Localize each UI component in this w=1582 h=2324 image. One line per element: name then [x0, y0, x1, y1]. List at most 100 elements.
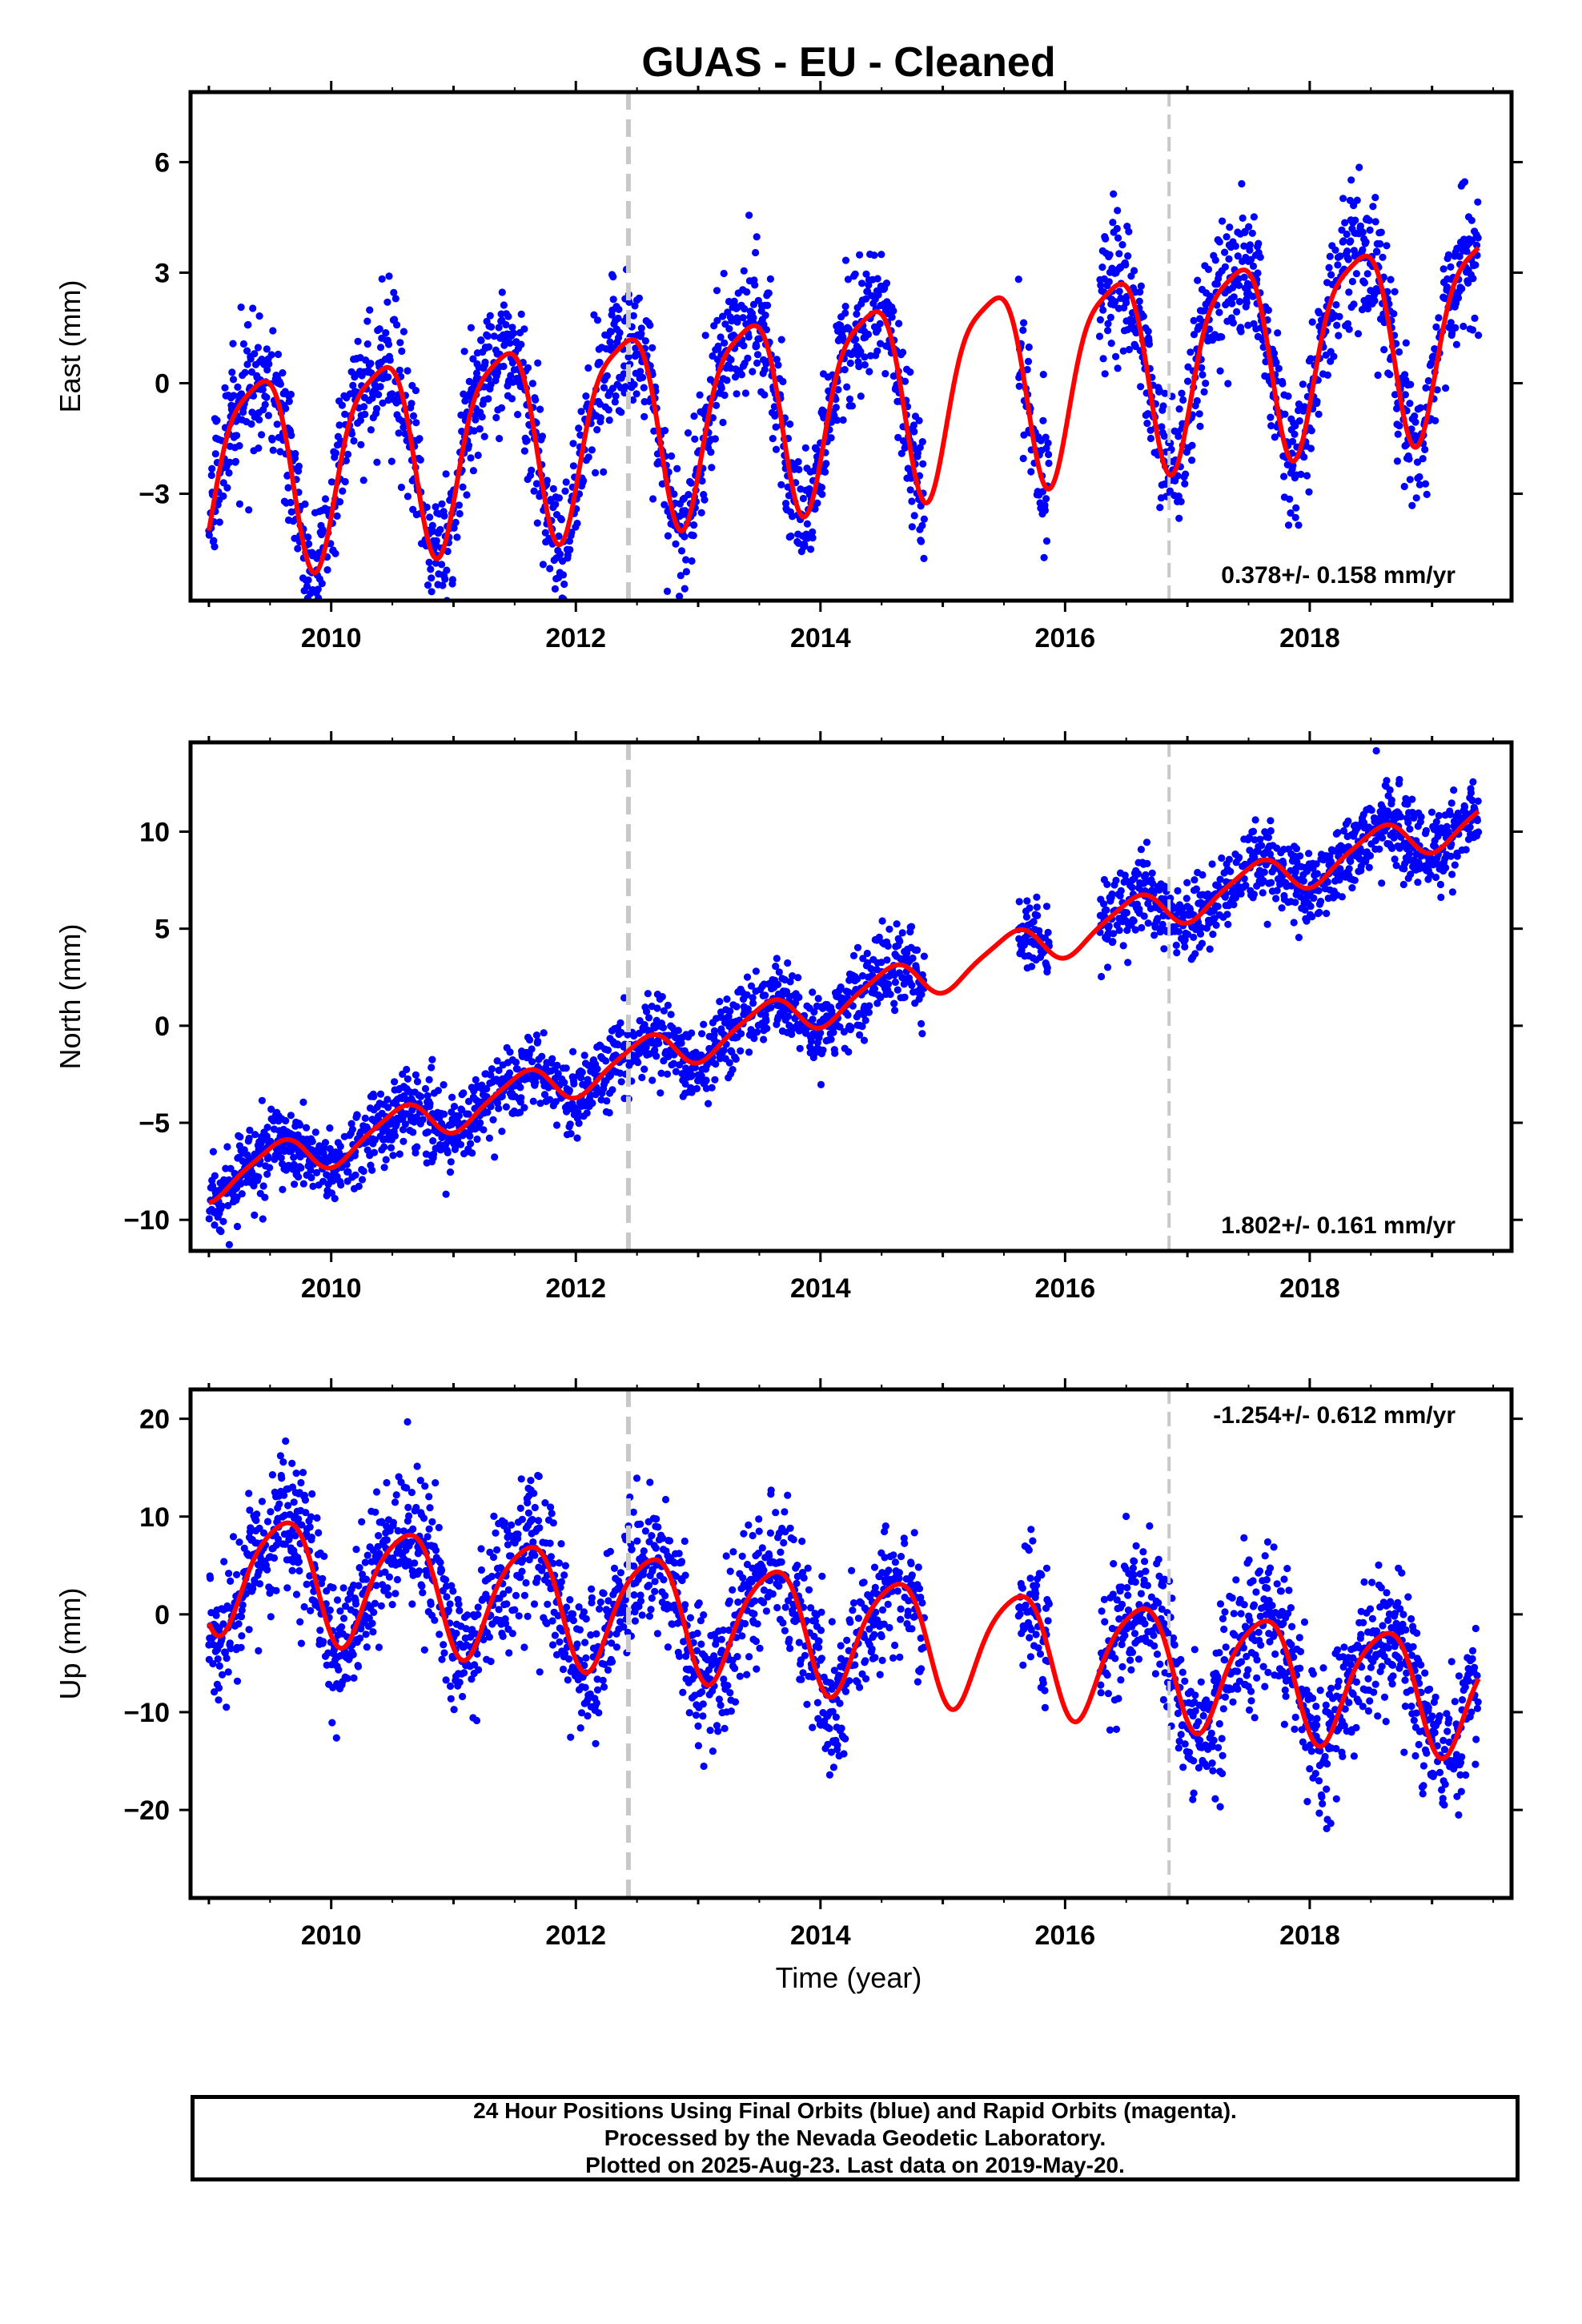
data-point: [1448, 888, 1456, 896]
data-point: [853, 943, 862, 951]
data-point: [861, 1016, 869, 1024]
data-point: [223, 1655, 231, 1663]
data-point: [1423, 490, 1431, 499]
data-point: [616, 328, 624, 337]
data-point: [1150, 931, 1158, 939]
data-point: [1399, 880, 1407, 889]
data-point: [1192, 885, 1200, 893]
data-point: [237, 390, 246, 398]
data-point: [341, 477, 349, 486]
data-point: [1208, 860, 1216, 868]
data-point: [819, 1046, 827, 1054]
data-point: [296, 1121, 304, 1129]
data-point: [1273, 887, 1281, 895]
data-point: [557, 516, 566, 524]
data-point: [874, 325, 882, 334]
data-point: [398, 347, 406, 356]
data-point: [590, 311, 598, 319]
data-point: [490, 332, 498, 340]
data-point: [918, 521, 926, 529]
data-point: [1365, 863, 1373, 871]
data-point: [741, 389, 750, 397]
data-point: [510, 329, 518, 337]
data-point: [856, 251, 864, 259]
data-point: [583, 1109, 591, 1117]
data-point: [1198, 939, 1207, 947]
data-point: [229, 340, 237, 348]
data-point: [225, 1570, 233, 1578]
data-point: [353, 1112, 361, 1120]
data-point: [717, 384, 725, 392]
data-point: [877, 251, 885, 259]
data-point: [426, 513, 434, 521]
data-point: [569, 440, 577, 448]
data-point: [733, 390, 741, 398]
data-point: [641, 337, 650, 345]
data-point: [1015, 898, 1023, 906]
data-point: [516, 1084, 524, 1092]
data-point: [495, 1104, 503, 1112]
data-point: [1295, 521, 1303, 529]
data-point: [708, 1084, 716, 1092]
data-point: [1113, 224, 1121, 233]
data-point: [873, 347, 881, 355]
data-point: [772, 445, 781, 453]
data-point: [441, 605, 448, 612]
data-point: [437, 615, 444, 622]
data-point: [723, 376, 731, 384]
data-point: [890, 999, 898, 1007]
data-point: [1435, 314, 1443, 322]
data-point: [314, 585, 322, 593]
data-point: [1182, 895, 1191, 903]
data-point: [528, 380, 537, 388]
data-point: [602, 1057, 610, 1065]
data-point: [901, 993, 909, 1001]
data-point: [1292, 845, 1301, 853]
data-point: [688, 557, 696, 565]
data-point: [787, 532, 795, 541]
data-point: [859, 955, 867, 963]
data-point: [1474, 198, 1482, 206]
data-point: [1218, 333, 1226, 341]
data-point: [1209, 931, 1217, 939]
data-point: [276, 448, 284, 456]
data-point: [1191, 950, 1199, 958]
data-point: [220, 1558, 228, 1566]
data-point: [426, 1100, 434, 1108]
data-point: [472, 1076, 480, 1084]
data-point: [514, 411, 522, 419]
data-point: [712, 1060, 720, 1068]
data-point: [1240, 273, 1248, 281]
data-point: [258, 1498, 266, 1506]
data-point: [1136, 288, 1144, 296]
data-point: [493, 1099, 502, 1107]
data-point: [672, 540, 680, 548]
rate-annotation-east: 0.378+/- 0.158 mm/yr: [1221, 562, 1456, 589]
data-point: [439, 581, 447, 589]
data-point: [1424, 376, 1432, 385]
data-point: [794, 458, 802, 466]
data-point: [668, 452, 676, 460]
data-point: [653, 1004, 661, 1012]
data-point: [1247, 255, 1255, 263]
data-point: [1045, 450, 1053, 459]
data-point: [354, 337, 362, 345]
data-point: [1228, 300, 1236, 308]
data-point: [593, 316, 602, 324]
data-point: [1274, 329, 1282, 337]
data-point: [478, 412, 486, 421]
data-point: [1373, 247, 1381, 256]
data-point: [540, 1029, 548, 1037]
data-point: [211, 450, 219, 458]
data-point: [235, 442, 243, 450]
data-point: [1292, 504, 1300, 512]
data-point: [817, 1080, 825, 1088]
data-point: [1211, 256, 1219, 264]
data-point: [474, 451, 482, 460]
data-point: [1042, 537, 1051, 545]
data-point: [1432, 323, 1440, 331]
data-point: [373, 458, 381, 466]
data-point: [845, 395, 854, 403]
data-point: [862, 270, 870, 278]
data-point: [1174, 927, 1182, 935]
